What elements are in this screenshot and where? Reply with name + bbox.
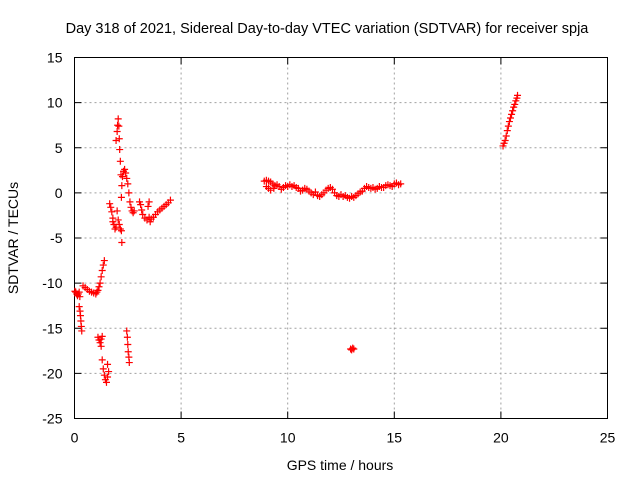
data-point	[100, 257, 108, 265]
data-points	[71, 91, 522, 386]
data-point	[123, 174, 131, 182]
x-tick-label: 0	[71, 430, 79, 446]
data-point	[114, 216, 122, 224]
data-point	[116, 157, 124, 165]
data-point	[115, 122, 123, 130]
data-point	[115, 135, 123, 143]
data-point	[98, 356, 106, 364]
data-point	[166, 196, 174, 204]
data-point	[125, 359, 133, 367]
data-point	[98, 332, 106, 340]
chart-title: Day 318 of 2021, Sidereal Day-to-day VTE…	[66, 21, 590, 37]
data-point	[75, 303, 83, 311]
data-point	[117, 193, 125, 201]
data-point	[109, 218, 117, 226]
data-point	[99, 261, 107, 269]
data-point	[397, 180, 405, 188]
data-point	[349, 344, 357, 352]
data-point	[116, 146, 124, 154]
x-tick-label: 10	[280, 430, 296, 446]
data-point	[121, 165, 129, 173]
data-point	[124, 348, 132, 356]
data-point	[75, 288, 83, 296]
data-point	[118, 182, 126, 190]
data-point	[95, 283, 103, 291]
data-point	[508, 110, 516, 118]
data-point	[112, 137, 120, 145]
x-tick-label: 15	[387, 430, 403, 446]
x-tick-label: 5	[177, 430, 185, 446]
y-tick-label: -15	[42, 320, 62, 336]
data-point	[311, 188, 319, 196]
data-point	[118, 173, 126, 181]
data-point	[107, 203, 115, 211]
data-point	[137, 201, 145, 209]
data-point	[139, 211, 147, 219]
data-point	[97, 273, 105, 281]
y-tick-label: 0	[55, 185, 63, 201]
x-tick-label: 20	[493, 430, 509, 446]
data-point	[502, 132, 510, 140]
data-point	[123, 333, 131, 341]
grid	[74, 57, 608, 419]
data-point	[106, 200, 114, 208]
data-point	[118, 239, 126, 247]
data-point	[94, 286, 102, 294]
data-point	[114, 115, 122, 123]
data-point	[138, 206, 146, 214]
data-point	[514, 91, 522, 99]
y-tick-label: -10	[42, 275, 62, 291]
data-point	[76, 293, 84, 301]
data-point	[114, 121, 122, 129]
y-tick-label: -5	[50, 230, 63, 246]
y-axis-label: SDTVAR / TECUs	[5, 182, 21, 294]
data-point	[145, 198, 153, 206]
data-point	[100, 371, 108, 379]
data-point	[78, 327, 86, 335]
data-point	[99, 365, 107, 373]
y-tick-label: 5	[55, 140, 63, 156]
y-tick-label: -20	[42, 365, 62, 381]
data-point	[124, 180, 132, 188]
data-point	[511, 100, 519, 108]
data-point	[328, 185, 336, 193]
data-point	[504, 122, 512, 130]
y-tick-label: 15	[47, 50, 63, 66]
data-point	[125, 189, 133, 197]
data-point	[505, 118, 513, 126]
data-point	[350, 345, 358, 353]
data-point	[96, 279, 104, 287]
x-axis-label: GPS time / hours	[287, 457, 394, 473]
data-point	[144, 202, 152, 210]
data-point	[117, 227, 125, 235]
data-point	[123, 327, 131, 335]
y-tick-label: -25	[42, 411, 62, 427]
data-point	[105, 368, 113, 376]
axis-ticks: 0 5 10 15 20 25 -25 -20 -15 -10 -5 0 5 10 15	[42, 50, 615, 446]
data-point	[113, 128, 121, 136]
data-point	[501, 137, 509, 145]
data-point	[506, 114, 514, 122]
data-point	[127, 203, 135, 211]
data-point	[108, 208, 116, 216]
data-point	[122, 169, 130, 177]
data-point	[503, 127, 511, 135]
data-point	[509, 107, 517, 115]
data-point	[115, 220, 123, 228]
data-point	[113, 207, 121, 215]
y-tick-label: 10	[47, 95, 63, 111]
data-point	[124, 340, 132, 348]
data-point	[116, 225, 124, 233]
data-point	[130, 207, 138, 215]
data-point	[104, 360, 112, 368]
data-point	[97, 342, 105, 350]
x-tick-label: 25	[600, 430, 616, 446]
data-point	[96, 339, 104, 347]
data-point	[104, 373, 112, 381]
data-point	[126, 198, 134, 206]
data-point	[98, 266, 106, 274]
data-point	[102, 378, 110, 386]
